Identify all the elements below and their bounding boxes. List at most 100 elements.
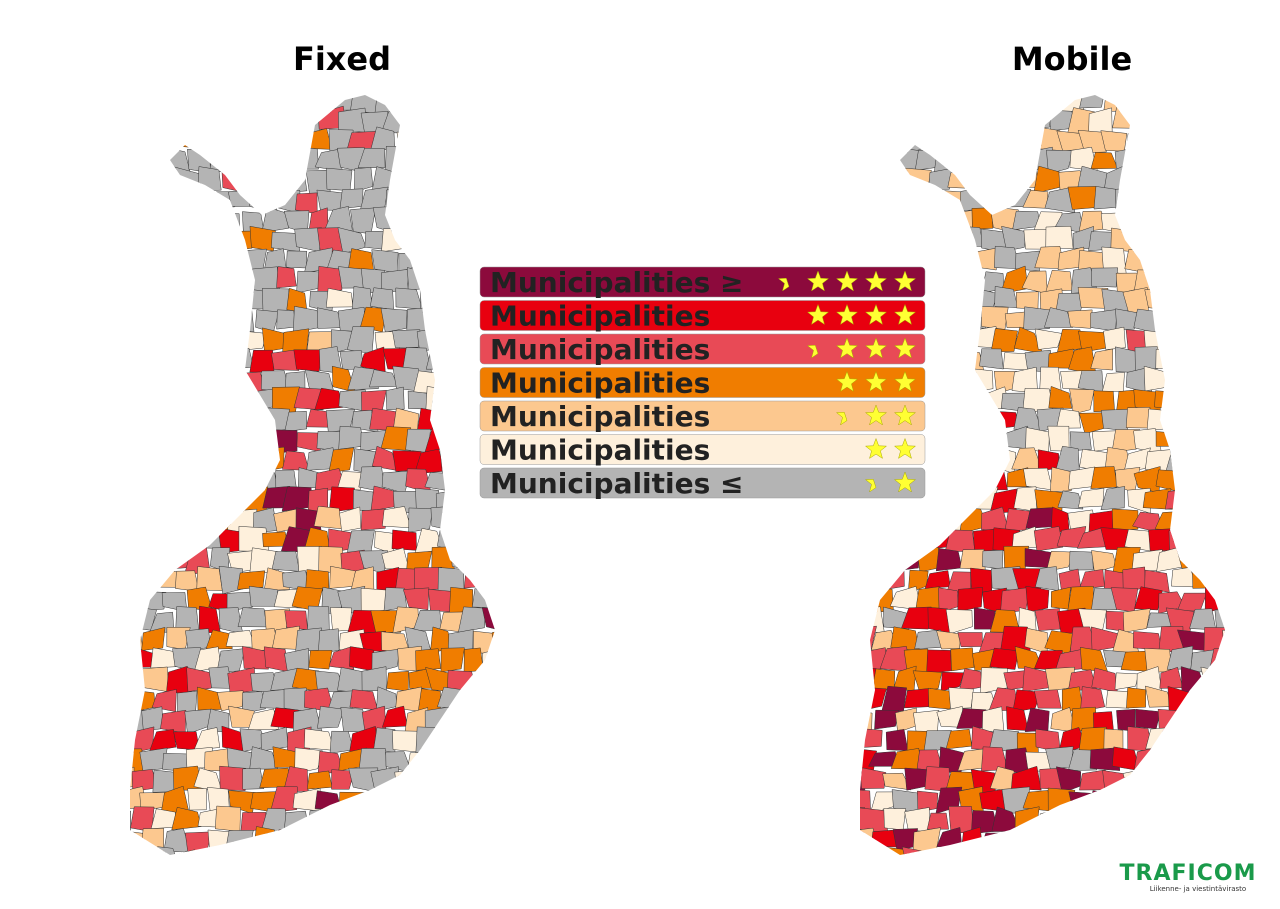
municipality <box>1199 430 1225 450</box>
municipality <box>425 226 453 250</box>
municipality <box>1221 147 1225 174</box>
municipality <box>414 127 442 153</box>
municipality <box>1222 106 1225 132</box>
municipality <box>860 606 885 634</box>
municipality <box>172 367 202 391</box>
municipality <box>914 190 944 212</box>
municipality <box>485 95 495 112</box>
municipality <box>1103 95 1128 112</box>
municipality <box>261 206 289 233</box>
municipality <box>860 767 887 789</box>
municipality <box>1012 689 1042 713</box>
municipality <box>230 466 253 494</box>
municipality <box>860 527 862 550</box>
municipality <box>1034 328 1063 350</box>
municipality <box>481 607 495 633</box>
municipality <box>419 166 439 192</box>
municipality <box>860 95 867 115</box>
municipality <box>924 570 951 589</box>
municipality <box>1176 388 1205 411</box>
municipality <box>186 465 212 495</box>
municipality <box>469 190 495 211</box>
municipality <box>144 70 168 92</box>
municipality <box>130 426 142 452</box>
municipality <box>1226 309 1252 329</box>
municipality <box>188 350 209 372</box>
municipality <box>1199 545 1225 574</box>
municipality <box>472 68 496 92</box>
municipality <box>490 190 495 215</box>
municipality <box>141 627 166 651</box>
municipality <box>879 168 908 191</box>
municipality <box>1155 150 1186 170</box>
municipality <box>1048 386 1073 409</box>
municipality <box>489 748 495 772</box>
municipality <box>183 107 214 129</box>
municipality <box>448 270 476 292</box>
municipality <box>440 95 466 112</box>
legend-label: Municipalities <box>490 367 710 400</box>
municipality <box>1232 253 1257 266</box>
municipality <box>130 587 146 612</box>
municipality <box>172 95 203 112</box>
municipality <box>204 106 231 128</box>
municipality <box>1133 788 1162 814</box>
municipality <box>1146 408 1175 431</box>
municipality <box>1212 206 1225 230</box>
municipality <box>1033 526 1064 552</box>
municipality <box>339 188 364 210</box>
municipality <box>415 726 443 754</box>
municipality <box>824 73 849 91</box>
municipality <box>406 267 432 291</box>
municipality <box>829 628 854 653</box>
municipality <box>130 329 135 352</box>
municipality <box>130 488 137 511</box>
municipality <box>1077 129 1107 154</box>
municipality <box>1143 810 1174 835</box>
municipality <box>159 186 191 214</box>
municipality <box>193 407 220 429</box>
municipality <box>480 572 495 595</box>
star <box>806 270 830 292</box>
municipality <box>272 152 301 173</box>
municipality <box>97 353 120 372</box>
municipality <box>130 845 135 855</box>
municipality <box>357 148 386 169</box>
municipality <box>1049 466 1074 493</box>
star <box>835 370 859 392</box>
municipality <box>1165 95 1198 115</box>
municipality <box>1125 95 1153 114</box>
municipality <box>1090 348 1113 371</box>
municipality <box>97 470 125 493</box>
municipality <box>502 728 532 753</box>
municipality <box>917 106 940 134</box>
municipality <box>130 226 144 255</box>
municipality <box>863 207 886 234</box>
municipality <box>304 728 335 751</box>
municipality <box>198 250 220 272</box>
municipality <box>860 610 864 632</box>
municipality <box>292 105 324 134</box>
municipality <box>1186 528 1216 553</box>
municipality <box>150 371 179 392</box>
municipality <box>1093 390 1115 413</box>
municipality <box>461 293 483 313</box>
municipality <box>130 112 142 133</box>
municipality <box>955 390 988 414</box>
legend-label: Municipalities <box>490 300 710 333</box>
municipality <box>967 368 994 392</box>
municipality <box>1211 330 1225 349</box>
municipality <box>338 266 364 289</box>
municipality <box>133 568 158 592</box>
municipality <box>1134 586 1163 611</box>
municipality <box>469 789 495 809</box>
municipality <box>1235 208 1259 232</box>
municipality <box>1201 747 1225 775</box>
municipality <box>903 167 932 189</box>
municipality <box>860 566 861 588</box>
municipality <box>186 429 211 453</box>
municipality <box>504 688 531 713</box>
municipality <box>1034 849 1062 855</box>
municipality <box>1215 126 1225 152</box>
municipality <box>314 790 342 810</box>
